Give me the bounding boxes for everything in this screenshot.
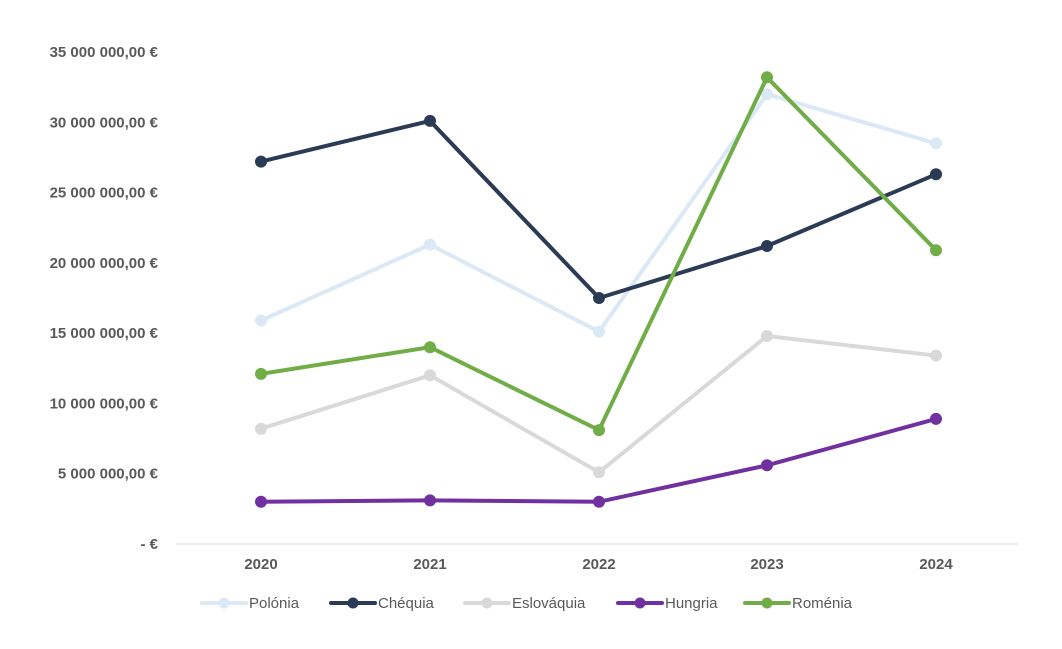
y-axis-tick-labels: - € 5 000 000,00 € 10 000 000,00 € 15 000 0…	[50, 44, 159, 553]
legend-item: Polónia	[200, 595, 300, 612]
series-0	[255, 88, 942, 338]
y-tick-label: 15 000 000,00 €	[50, 325, 159, 342]
x-tick-label: 2022	[582, 556, 615, 573]
y-tick-label: 25 000 000,00 €	[50, 185, 159, 202]
legend-label: Roménia	[792, 595, 853, 612]
legend-item: Chéquia	[329, 595, 435, 612]
data-point	[424, 341, 436, 354]
y-tick-label: 35 000 000,00 €	[50, 44, 159, 61]
y-tick-label: 20 000 000,00 €	[50, 255, 159, 272]
x-tick-label: 2023	[750, 556, 783, 573]
legend-label: Hungria	[665, 595, 718, 612]
data-point	[930, 244, 942, 257]
data-point	[424, 369, 436, 382]
y-tick-label: 10 000 000,00 €	[50, 395, 159, 412]
legend-marker	[218, 597, 230, 609]
data-point	[255, 314, 267, 327]
legend-label: Eslováquia	[512, 595, 586, 612]
data-point	[761, 71, 773, 84]
series-3	[255, 412, 942, 508]
data-point	[593, 325, 605, 338]
legend-item: Eslováquia	[463, 595, 586, 612]
data-point	[424, 114, 436, 127]
legend-marker	[761, 597, 773, 609]
data-point	[255, 155, 267, 168]
series-group	[255, 71, 942, 508]
x-axis-tick-labels: 2020 2021 2022 2023 2024	[244, 556, 953, 573]
legend: Polónia Chéquia Eslováquia Hungria Roménia	[200, 595, 853, 612]
data-point	[761, 88, 773, 101]
y-tick-label: 30 000 000,00 €	[50, 114, 159, 131]
data-point	[761, 330, 773, 342]
x-tick-label: 2020	[244, 556, 277, 573]
series-1	[255, 114, 942, 304]
data-point	[255, 495, 267, 508]
legend-marker	[634, 597, 646, 609]
data-point	[255, 367, 267, 380]
data-point	[593, 424, 605, 437]
series-2	[255, 330, 942, 479]
data-point	[761, 459, 773, 472]
legend-item: Hungria	[616, 595, 718, 612]
x-tick-label: 2021	[413, 556, 446, 573]
y-tick-label: - €	[140, 536, 158, 553]
data-point	[930, 412, 942, 425]
data-point	[593, 495, 605, 508]
data-point	[593, 466, 605, 479]
legend-item: Roménia	[743, 595, 853, 612]
data-point	[424, 494, 436, 507]
y-tick-label: 5 000 000,00 €	[58, 466, 159, 483]
legend-label: Chéquia	[378, 595, 435, 612]
data-point	[424, 238, 436, 251]
legend-label: Polónia	[249, 595, 300, 612]
data-point	[930, 137, 942, 150]
series-line	[259, 75, 938, 433]
data-point	[930, 168, 942, 181]
legend-marker	[481, 597, 493, 609]
legend-marker	[347, 597, 359, 609]
data-point	[761, 240, 773, 252]
data-point	[930, 349, 942, 362]
series-4	[255, 71, 942, 437]
data-point	[593, 292, 605, 304]
x-tick-label: 2024	[919, 556, 953, 573]
data-point	[255, 422, 267, 435]
